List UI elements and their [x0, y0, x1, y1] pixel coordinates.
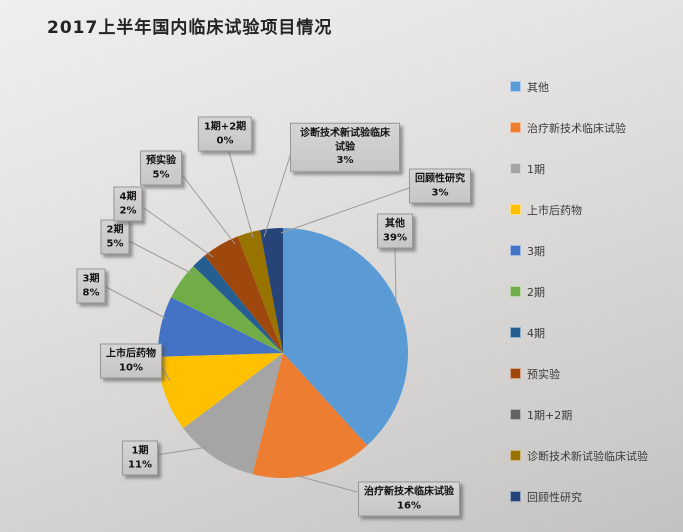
legend-label: 治疗新技术临床试验	[527, 121, 626, 135]
callout-shangshi-label: 上市后药物	[106, 348, 156, 360]
callout-yushiyan: 预实验 5%	[140, 150, 182, 186]
pie-slice-10	[260, 227, 283, 353]
legend-label: 上市后药物	[527, 203, 582, 217]
callout-zhenduan: 诊断技术新试验临床试验 3%	[290, 122, 400, 172]
chart-title: 2017上半年国内临床试验项目情况	[47, 18, 333, 38]
pie-slice-1	[252, 353, 368, 478]
legend-item-1qi: 1期	[510, 162, 648, 176]
callout-zhiliao-label: 治疗新技术临床试验	[364, 486, 454, 498]
legend-item-3qi: 3期	[510, 244, 648, 258]
legend-label: 1期+2期	[527, 408, 573, 422]
legend-item-1qi2qi: 1期+2期	[510, 408, 648, 422]
callout-3qi: 3期 8%	[76, 268, 106, 304]
legend-swatch-icon	[510, 245, 521, 256]
callout-1qi-pct: 11%	[128, 459, 152, 470]
callout-shangshi: 上市后药物 10%	[100, 343, 162, 379]
legend-item-2qi: 2期	[510, 285, 648, 299]
legend-swatch-icon	[510, 491, 521, 502]
callout-qita-label: 其他	[385, 218, 405, 230]
legend-item-zhenduan: 诊断技术新试验临床试验	[510, 449, 648, 463]
legend-swatch-icon	[510, 286, 521, 297]
callout-1qi2qi: 1期+2期 0%	[197, 116, 253, 152]
callout-zhiliao-pct: 16%	[397, 500, 421, 511]
leader-2qi	[128, 240, 194, 275]
legend-swatch-icon	[510, 409, 521, 420]
callout-3qi-label: 3期	[82, 273, 100, 285]
callout-4qi-pct: 2%	[119, 205, 137, 216]
leader-qita	[394, 244, 397, 305]
legend-swatch-icon	[510, 81, 521, 92]
legend-label: 回顾性研究	[527, 490, 582, 504]
legend-item-shangshi: 上市后药物	[510, 203, 648, 217]
leader-yushiyan	[182, 175, 236, 245]
callout-huigu-pct: 3%	[431, 187, 449, 198]
callout-1qi2qi-pct: 0%	[216, 135, 234, 146]
legend-swatch-icon	[510, 450, 521, 461]
callout-shangshi-pct: 10%	[119, 362, 143, 373]
legend-label: 预实验	[527, 367, 560, 381]
pie-slice-5	[171, 266, 283, 353]
pie-slice-0	[283, 228, 409, 446]
callout-2qi-label: 2期	[106, 224, 124, 236]
legend-swatch-icon	[510, 122, 521, 133]
pie-slice-4	[158, 297, 283, 357]
legend-swatch-icon	[510, 163, 521, 174]
callout-1qi2qi-label: 1期+2期	[203, 121, 247, 133]
callout-1qi: 1期 11%	[122, 440, 158, 476]
legend-item-4qi: 4期	[510, 326, 648, 340]
legend-swatch-icon	[510, 327, 521, 338]
callout-huigu: 回顾性研究 3%	[409, 168, 471, 204]
legend-item-qita: 其他	[510, 80, 648, 94]
callout-zhenduan-pct: 3%	[336, 154, 354, 166]
legend-label: 其他	[527, 80, 549, 94]
leader-4qi	[143, 207, 214, 258]
pie-slices	[158, 227, 409, 478]
legend-label: 3期	[527, 244, 545, 258]
legend-swatch-icon	[510, 368, 521, 379]
leader-zhiliao	[297, 475, 358, 493]
pie-slice-3	[158, 353, 283, 429]
callout-2qi-pct: 5%	[106, 238, 124, 249]
legend-label: 1期	[527, 162, 545, 176]
pie-slice-6	[193, 255, 283, 353]
leader-1qi	[155, 446, 209, 456]
legend-label: 诊断技术新试验临床试验	[527, 449, 648, 463]
legend: 其他 治疗新技术临床试验 1期 上市后药物 3期 2期 4期 预实验	[510, 80, 648, 504]
callout-3qi-pct: 8%	[82, 287, 100, 298]
leader-3qi	[105, 286, 166, 319]
callout-4qi: 4期 2%	[113, 186, 143, 222]
callout-4qi-label: 4期	[119, 191, 137, 203]
legend-item-huigu: 回顾性研究	[510, 490, 648, 504]
leader-huigu	[280, 187, 410, 234]
pie-slice-2	[183, 353, 283, 475]
callout-2qi: 2期 5%	[100, 219, 130, 255]
legend-label: 4期	[527, 326, 545, 340]
legend-item-zhiliao: 治疗新技术临床试验	[510, 121, 648, 135]
pie-slice-7	[204, 236, 283, 353]
leader-zhenduan	[263, 152, 292, 238]
callout-huigu-label: 回顾性研究	[415, 173, 465, 185]
legend-label: 2期	[527, 285, 545, 299]
callout-qita-pct: 39%	[383, 232, 407, 243]
callout-yushiyan-pct: 5%	[152, 169, 170, 180]
leader-lines	[105, 147, 410, 493]
leader-1qi2qi	[227, 147, 254, 239]
callout-zhenduan-label: 诊断技术新试验临床试验	[300, 127, 390, 153]
legend-swatch-icon	[510, 204, 521, 215]
pie-slice-9	[237, 230, 283, 353]
callout-qita: 其他 39%	[377, 213, 413, 249]
callout-1qi-label: 1期	[131, 445, 149, 457]
legend-item-yushiyan: 预实验	[510, 367, 648, 381]
callout-zhiliao: 治疗新技术临床试验 16%	[358, 481, 460, 517]
callout-yushiyan-label: 预实验	[146, 155, 176, 167]
